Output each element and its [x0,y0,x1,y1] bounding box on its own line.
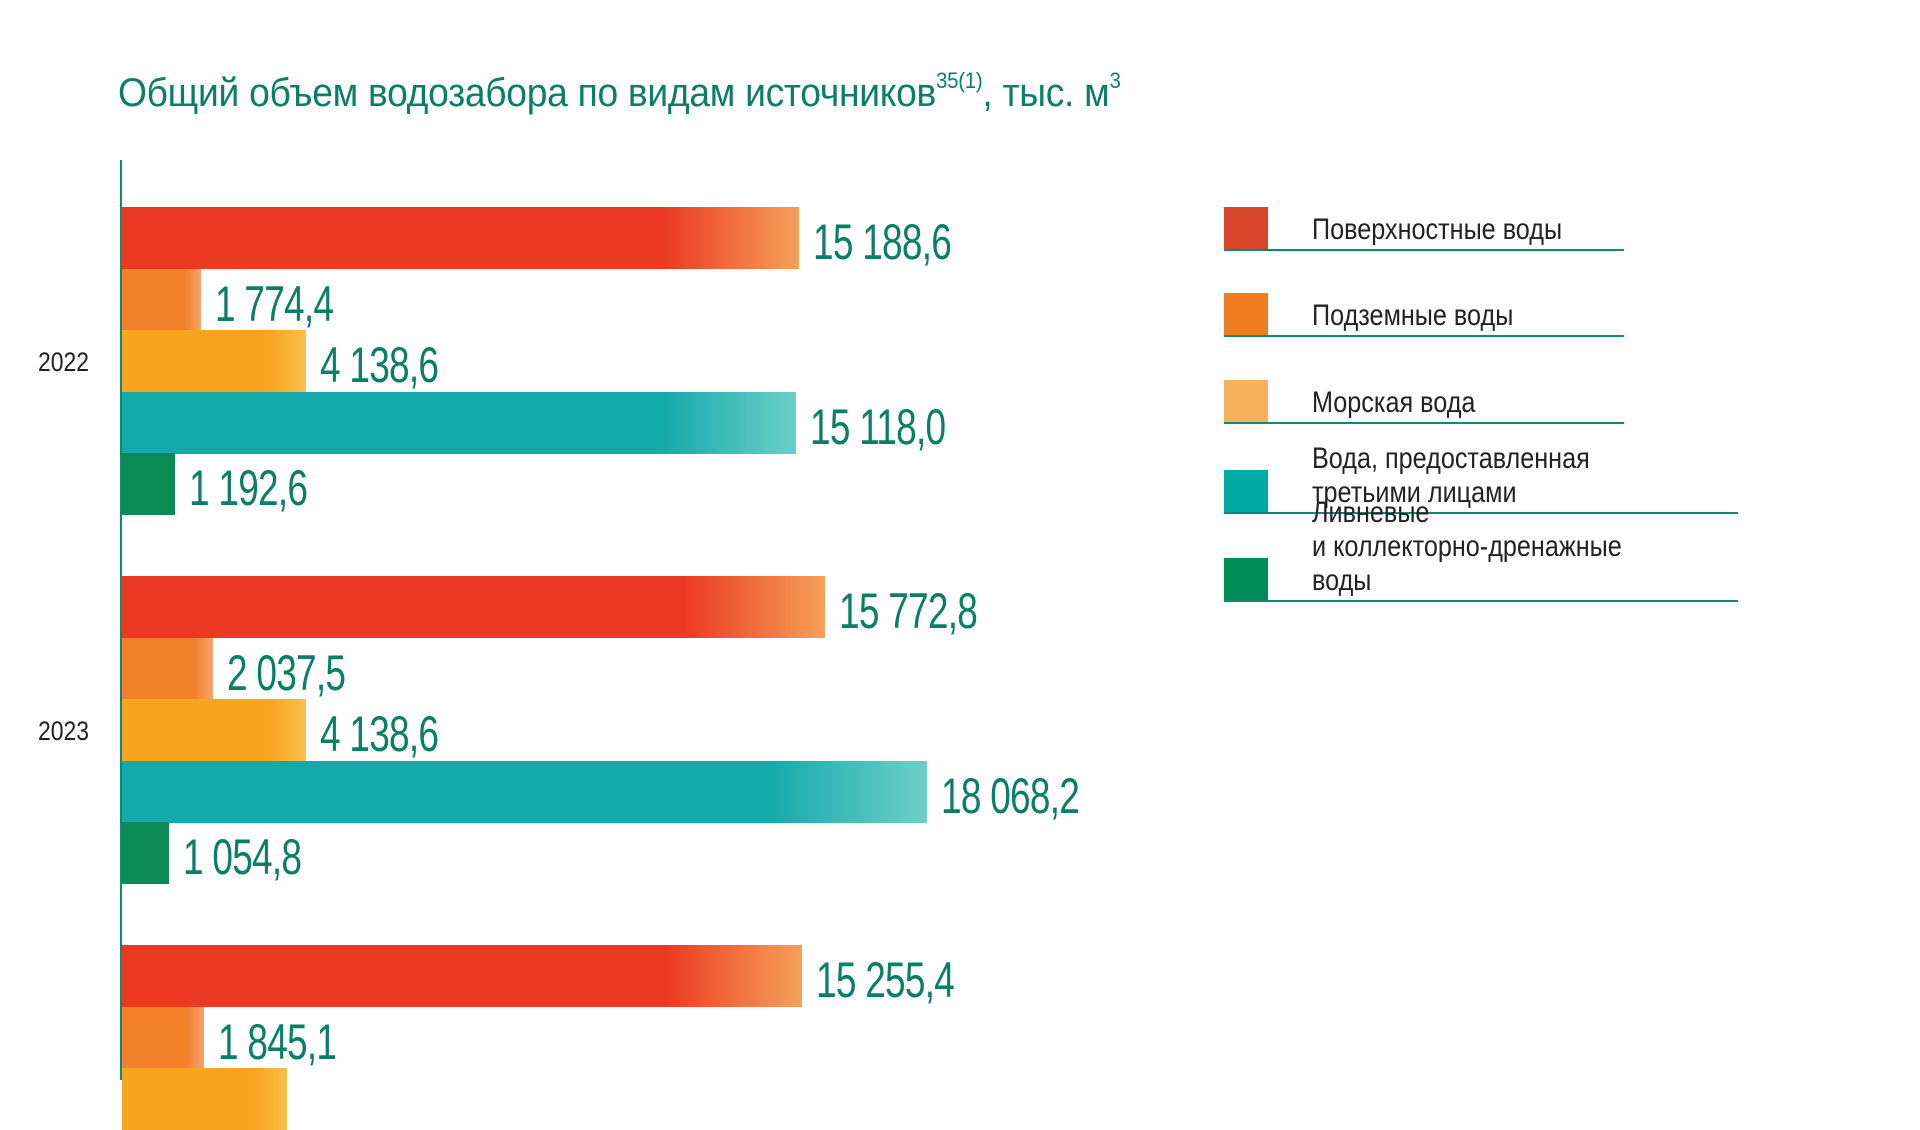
value-label: 15 772,8 [839,583,978,639]
bar-2022-3 [122,391,796,454]
bar-2022-1 [122,268,202,331]
bar-2022-4 [122,453,176,515]
bar-2024-2 [122,1068,287,1130]
bar-2024-0 [122,945,802,1007]
title-unit-exponent: 3 [1109,68,1121,93]
value-label: 1 774,4 [215,275,334,332]
legend-swatch [1224,380,1268,422]
legend-item: Морская вода [1224,342,1624,424]
value-label: 15 188,6 [813,214,952,270]
legend-item: Вода, предоставленная третьими лицами [1224,432,1738,514]
title-footnote: 35(1) [936,68,983,93]
legend-label: Ливневые и коллекторно-дренажные воды [1312,496,1622,597]
value-label: 1 845,1 [218,1013,337,1070]
bar-2023-4 [122,822,169,884]
legend-label: Подземные воды [1312,299,1514,332]
bar-2024-1 [122,1006,205,1069]
chart-title: Общий объем водозабора по видам источник… [118,68,1121,116]
legend-swatch [1224,293,1268,335]
value-label: 15 118,0 [809,398,946,455]
value-label: 18 068,2 [941,767,1080,824]
legend-swatch [1224,558,1268,600]
year-label: 2022 [38,347,90,377]
value-label: 15 255,4 [815,952,955,1008]
legend-item: Поверхностные воды [1224,169,1624,251]
value-label: 1 192,6 [189,460,308,516]
bar-2023-0 [122,576,826,638]
bar-2023-3 [122,760,928,823]
y-axis-line [120,160,122,1080]
legend-item: Подземные воды [1224,255,1624,337]
title-text: Общий объем водозабора по видам источник… [118,71,937,115]
bar-2022-2 [122,330,307,392]
value-label: 2 037,5 [226,644,346,701]
bar-2023-2 [122,699,307,761]
year-label: 2023 [38,716,90,746]
legend-label: Вода, предоставленная третьими лицами [1312,442,1590,509]
value-label: 1 054,8 [183,829,302,885]
legend-swatch [1224,470,1268,512]
bar-2022-0 [122,207,799,269]
value-label: 4 138,6 [320,337,439,393]
legend-label: Поверхностные воды [1312,213,1563,246]
value-label: 4 138,6 [320,706,439,762]
legend-label: Морская вода [1312,386,1476,419]
legend-swatch [1224,207,1268,249]
legend-item: Ливневые и коллекторно-дренажные воды [1224,496,1738,602]
bar-2023-1 [122,637,213,700]
title-unit: , тыс. м [982,71,1110,115]
